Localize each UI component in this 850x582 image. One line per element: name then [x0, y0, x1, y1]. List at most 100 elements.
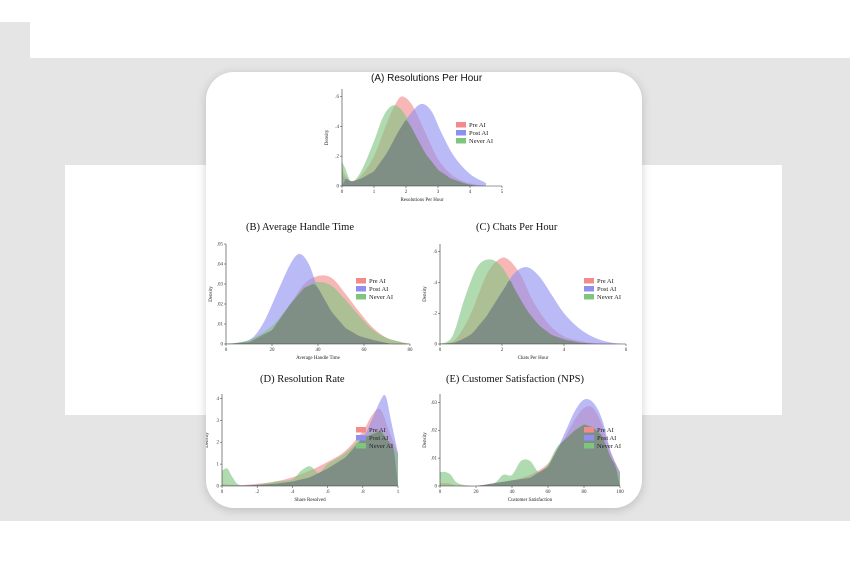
- chart-resolution-rate: (D) Resolution Rate 0 .2 .4 .6 .8 1 0 1 2 3 4 Share …: [206, 374, 400, 503]
- x-tick-label: 0: [341, 190, 344, 195]
- y-tick-label: 0: [435, 343, 438, 348]
- legend-label-post: Post AI: [469, 130, 488, 137]
- x-tick-label: 0: [439, 490, 442, 495]
- legend-label-pre: Pre AI: [369, 278, 386, 285]
- y-tick-label: 3: [217, 419, 220, 424]
- panel-e: (E) Customer Satisfaction (NPS) 0 20 40 60 80…: [423, 368, 642, 508]
- y-tick-label: .05: [217, 243, 224, 248]
- y-tick-label: 0: [435, 485, 438, 490]
- panel-c: (C) Chats Per Hour 0 2 4 6 0 .2 .4 .6 Chats Per H…: [423, 220, 642, 365]
- y-tick-label: .02: [217, 303, 224, 308]
- legend-swatch-post: [356, 286, 366, 292]
- y-tick-label: .03: [431, 401, 438, 406]
- legend-swatch-never: [356, 443, 366, 449]
- legend-swatch-pre: [584, 427, 594, 433]
- legend-label-post: Post AI: [369, 286, 388, 293]
- chart-title: (B) Average Handle Time: [246, 222, 354, 233]
- y-tick-label: 1: [217, 463, 220, 468]
- y-axis-label: Density: [206, 432, 210, 448]
- y-axis-label: Density: [209, 286, 214, 302]
- y-tick-label: .2: [335, 155, 339, 160]
- y-tick-label: .4: [433, 281, 437, 286]
- panel-d: (D) Resolution Rate 0 .2 .4 .6 .8 1 0 1 2 3 4 Share …: [206, 368, 424, 508]
- y-tick-label: .04: [217, 263, 224, 268]
- legend-swatch-post: [584, 435, 594, 441]
- panel-a: (A) Resolutions Per Hour 0 1 2 3 4 5 0 .2 .4 .6 Res…: [316, 72, 536, 212]
- overlap-area: [440, 280, 626, 345]
- y-tick-label: .01: [217, 323, 224, 328]
- chart-title: (D) Resolution Rate: [260, 374, 345, 385]
- legend-swatch-never: [356, 294, 366, 300]
- y-tick-label: .4: [335, 125, 339, 130]
- legend-label-never: Never AI: [369, 294, 393, 301]
- legend-label-pre: Pre AI: [597, 278, 614, 285]
- figure-card: (A) Resolutions Per Hour 0 1 2 3 4 5 0 .2 .4 .6 Res…: [206, 72, 642, 508]
- x-axis-label: Customer Satisfaction: [508, 498, 553, 503]
- legend-swatch-never: [584, 294, 594, 300]
- x-tick-label: 2: [405, 190, 408, 195]
- legend-label-pre: Pre AI: [597, 427, 614, 434]
- x-tick-label: 100: [616, 490, 624, 495]
- y-tick-label: 0: [337, 185, 340, 190]
- y-tick-label: 0: [221, 343, 224, 348]
- x-tick-label: 20: [270, 348, 276, 353]
- x-tick-label: 40: [316, 348, 322, 353]
- legend-label-pre: Pre AI: [369, 427, 386, 434]
- x-axis-label: Chats Per Hour: [518, 356, 549, 361]
- x-tick-label: 60: [546, 490, 552, 495]
- chart-title: (C) Chats Per Hour: [476, 222, 558, 233]
- y-axis-label: Density: [325, 129, 330, 145]
- x-tick-label: 0: [221, 490, 224, 495]
- overlap-area: [342, 120, 502, 187]
- x-tick-label: 40: [510, 490, 516, 495]
- legend-swatch-pre: [356, 427, 366, 433]
- legend-swatch-never: [456, 138, 466, 144]
- legend-label-never: Never AI: [597, 294, 621, 301]
- x-tick-label: 80: [582, 490, 588, 495]
- legend-swatch-pre: [356, 278, 366, 284]
- legend-swatch-post: [356, 435, 366, 441]
- legend-label-post: Post AI: [597, 435, 616, 442]
- legend-label-post: Post AI: [597, 286, 616, 293]
- x-tick-label: 0: [225, 348, 228, 353]
- x-tick-label: 80: [408, 348, 414, 353]
- legend-swatch-pre: [584, 278, 594, 284]
- x-tick-label: 5: [501, 190, 504, 195]
- y-tick-label: .6: [335, 95, 339, 100]
- background-block-bottom: [0, 521, 818, 582]
- chart-title: (E) Customer Satisfaction (NPS): [446, 374, 584, 385]
- chart-resolutions-per-hour: (A) Resolutions Per Hour 0 1 2 3 4 5 0 .2 .4 .6 Res…: [325, 73, 504, 203]
- overlap-area: [226, 283, 410, 345]
- y-axis-label: Density: [423, 432, 428, 448]
- y-axis-label: Density: [423, 286, 428, 302]
- x-tick-label: 20: [474, 490, 480, 495]
- overlap-area: [440, 424, 620, 487]
- y-tick-label: 2: [217, 441, 220, 446]
- x-tick-label: .4: [291, 490, 295, 495]
- legend-swatch-never: [584, 443, 594, 449]
- chart-customer-satisfaction: (E) Customer Satisfaction (NPS) 0 20 40 60 80…: [423, 374, 624, 503]
- x-tick-label: 2: [501, 348, 504, 353]
- legend-label-never: Never AI: [469, 138, 493, 145]
- legend-swatch-post: [456, 130, 466, 136]
- background-block-right: [640, 165, 782, 415]
- y-tick-label: .02: [431, 429, 438, 434]
- x-tick-label: .2: [255, 490, 259, 495]
- y-tick-label: .01: [431, 457, 438, 462]
- x-tick-label: .6: [326, 490, 330, 495]
- background-block-top: [30, 0, 850, 58]
- chart-chats-per-hour: (C) Chats Per Hour 0 2 4 6 0 .2 .4 .6 Chats Per H…: [423, 222, 628, 361]
- legend-label-post: Post AI: [369, 435, 388, 442]
- y-tick-label: 4: [217, 397, 220, 402]
- x-axis-label: Average Handle Time: [296, 356, 341, 361]
- y-tick-label: .03: [217, 283, 224, 288]
- legend-label-pre: Pre AI: [469, 122, 486, 129]
- x-tick-label: 0: [439, 348, 442, 353]
- x-tick-label: 60: [362, 348, 368, 353]
- x-tick-label: 1: [373, 190, 376, 195]
- legend-swatch-post: [584, 286, 594, 292]
- y-tick-label: .2: [433, 312, 437, 317]
- y-tick-label: 0: [217, 485, 220, 490]
- chart-average-handle-time: (B) Average Handle Time 0 20 40 60 80 0 .01 .02.…: [209, 222, 414, 361]
- x-tick-label: 4: [469, 190, 472, 195]
